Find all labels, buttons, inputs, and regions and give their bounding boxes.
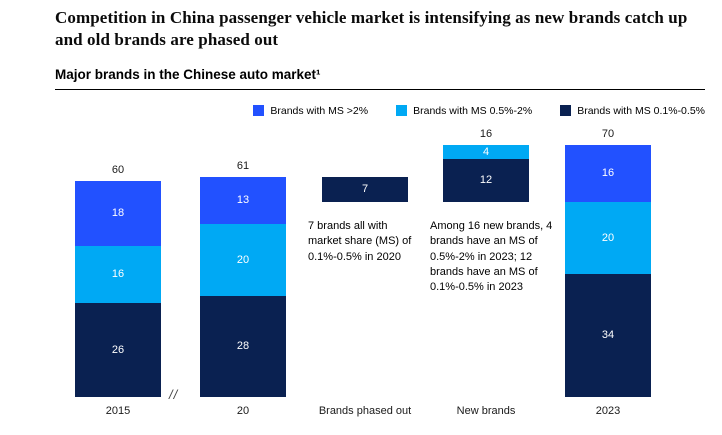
legend-label: Brands with MS 0.1%-0.5%	[577, 104, 705, 117]
slide-title: Competition in China passenger vehicle m…	[55, 8, 688, 50]
x-axis-labels: 2015 20 Brands phased out New brands 2023	[55, 405, 705, 421]
x-axis-label-20: 20	[236, 404, 250, 417]
chart-legend: Brands with MS >2% Brands with MS 0.5%-2%…	[55, 105, 705, 117]
bar-new-brands-segment-ms_05_2: 4	[443, 144, 529, 160]
bar-20-segment-ms_01_05: 28	[200, 296, 286, 397]
chart-annotation-1: 7 brands all with market share (MS) of 0…	[308, 219, 412, 263]
divider-rule	[55, 88, 705, 90]
chart-annotation-2: Among 16 new brands, 4 brands have an MS…	[430, 219, 553, 294]
legend-swatch-icon	[560, 105, 572, 117]
bar-new-brands-total-label: 16	[479, 127, 493, 140]
bar-20-total-label: 61	[236, 160, 250, 173]
x-axis-break-mark: //	[169, 386, 179, 402]
x-axis-label-brands-phased-out: Brands phased out	[318, 404, 412, 417]
legend-item-ms_gt_2: Brands with MS >2%	[253, 105, 368, 117]
bar-20-segment-ms_05_2: 20	[200, 224, 286, 297]
legend-label: Brands with MS >2%	[270, 104, 369, 117]
bar-2023-total-label: 70	[601, 127, 615, 140]
bar-2015-segment-ms_05_2: 16	[75, 245, 161, 304]
chart-plot: 26 16 18 60 28 20 13 61 7 12 4 16 34 20 16 70//7 brands…	[55, 127, 705, 402]
bar-2023-segment-ms_gt_2: 16	[565, 144, 651, 203]
slide-content: Competition in China passenger vehicle m…	[55, 0, 705, 421]
bar-brands-phased-out-segment-ms_01_05: 7	[322, 177, 408, 203]
bar-2023-segment-ms_01_05: 34	[565, 274, 651, 397]
bar-2023-segment-ms_05_2: 20	[565, 202, 651, 275]
x-axis-label-2015: 2015	[105, 404, 131, 417]
legend-item-ms_05_2: Brands with MS 0.5%-2%	[396, 105, 532, 117]
x-axis-label-new-brands: New brands	[456, 404, 516, 417]
bar-2015-segment-ms_gt_2: 18	[75, 180, 161, 246]
bar-2015-total-label: 60	[111, 163, 125, 176]
x-axis-label-2023: 2023	[595, 404, 621, 417]
legend-item-ms_01_05: Brands with MS 0.1%-0.5%	[560, 105, 705, 117]
legend-swatch-icon	[396, 105, 408, 117]
bar-new-brands-segment-ms_01_05: 12	[443, 159, 529, 203]
bar-20-segment-ms_gt_2: 13	[200, 177, 286, 225]
exhibit-title: Major brands in the Chinese auto market¹	[55, 66, 321, 82]
legend-swatch-icon	[253, 105, 265, 117]
bar-2015-segment-ms_01_05: 26	[75, 303, 161, 397]
legend-label: Brands with MS 0.5%-2%	[413, 104, 533, 117]
